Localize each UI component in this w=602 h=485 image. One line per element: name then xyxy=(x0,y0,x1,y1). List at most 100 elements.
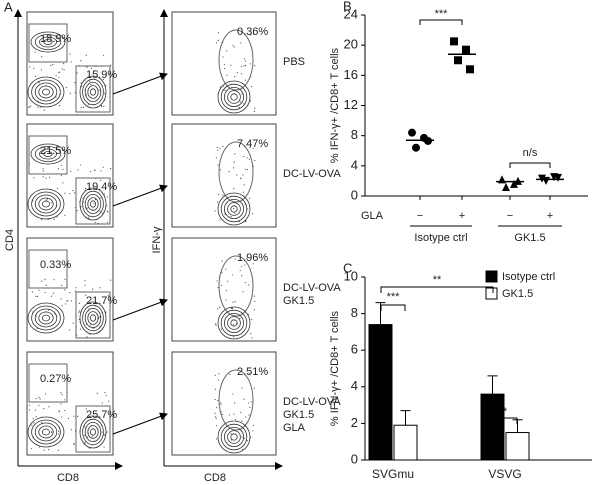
event-dot xyxy=(79,328,82,330)
contour xyxy=(220,83,248,111)
event-dot xyxy=(229,373,231,375)
event-dot xyxy=(227,280,229,282)
event-dot xyxy=(252,424,255,426)
event-dot xyxy=(70,429,72,431)
y-tick-label: 10 xyxy=(344,268,358,283)
event-dot xyxy=(234,258,236,260)
axis-label: CD8 xyxy=(204,472,226,484)
event-dot xyxy=(61,304,63,307)
x-tick-label: + xyxy=(547,210,553,222)
event-dot xyxy=(215,157,217,159)
data-point xyxy=(454,56,462,65)
event-dot xyxy=(32,417,34,420)
contour xyxy=(34,194,58,214)
event-dot xyxy=(57,168,59,170)
event-dot xyxy=(254,65,256,67)
event-dot xyxy=(232,323,235,326)
event-dot xyxy=(104,92,106,94)
significance: n/s xyxy=(523,147,538,159)
event-dot xyxy=(70,61,72,63)
event-dot xyxy=(240,65,242,67)
event-dot xyxy=(50,202,52,204)
event-dot xyxy=(58,430,60,432)
event-dot xyxy=(233,208,235,210)
arrow xyxy=(112,298,168,321)
event-dot xyxy=(68,329,70,331)
event-dot xyxy=(240,265,243,267)
event-dot xyxy=(230,432,232,435)
gate xyxy=(28,23,68,63)
gate xyxy=(75,65,111,113)
event-dot xyxy=(88,104,90,106)
contour xyxy=(220,423,248,451)
event-dot xyxy=(58,76,60,79)
event-dot xyxy=(220,328,223,330)
event-dot xyxy=(104,392,106,394)
event-dot xyxy=(246,168,249,171)
contour xyxy=(27,76,65,108)
y-tick-label: 20 xyxy=(344,37,358,52)
event-dot xyxy=(247,402,249,404)
event-dot xyxy=(246,144,248,146)
event-dot xyxy=(242,291,244,293)
event-dot xyxy=(250,318,253,321)
contour xyxy=(223,87,244,108)
row-label: GLA xyxy=(361,210,384,222)
x-tick-label: + xyxy=(459,210,465,222)
event-dot xyxy=(55,74,57,77)
y-tick-label: 2 xyxy=(351,415,358,430)
event-dot xyxy=(62,168,64,171)
flow-plot-frame xyxy=(26,11,114,116)
event-dot xyxy=(42,176,44,178)
contour xyxy=(82,78,104,106)
contour xyxy=(87,425,99,439)
panel-letter: C xyxy=(343,260,352,275)
event-dot xyxy=(217,308,219,310)
event-dot xyxy=(253,309,255,311)
event-dot xyxy=(248,372,250,374)
event-dot xyxy=(220,411,222,413)
event-dot xyxy=(253,387,255,389)
event-dot xyxy=(239,269,241,272)
event-dot xyxy=(221,260,223,262)
event-dot xyxy=(244,264,246,266)
event-dot xyxy=(82,201,85,203)
event-dot xyxy=(223,63,225,65)
event-dot xyxy=(243,398,245,400)
contour xyxy=(42,88,51,96)
contour xyxy=(27,188,65,220)
contour xyxy=(217,80,251,114)
event-dot xyxy=(217,40,219,42)
bar xyxy=(480,393,505,461)
event-dot xyxy=(238,107,240,109)
legend-label: Isotype ctrl xyxy=(502,271,555,283)
event-dot xyxy=(42,168,44,170)
data-point xyxy=(450,37,458,46)
contour xyxy=(38,425,54,439)
event-dot xyxy=(106,431,108,433)
contour xyxy=(220,309,248,337)
event-dot xyxy=(252,212,254,215)
event-dot xyxy=(234,153,236,155)
contour xyxy=(34,34,62,50)
event-dot xyxy=(48,406,50,408)
contour xyxy=(84,193,102,214)
event-dot xyxy=(214,323,217,325)
axis-label: CD8 xyxy=(57,472,79,484)
event-dot xyxy=(69,53,71,55)
event-dot xyxy=(246,258,248,260)
event-dot xyxy=(215,42,218,44)
event-dot xyxy=(242,174,244,176)
event-dot xyxy=(214,416,217,418)
gate xyxy=(218,29,254,91)
contour xyxy=(223,312,244,333)
event-dot xyxy=(64,214,66,216)
gate xyxy=(28,363,68,403)
event-dot xyxy=(92,327,94,330)
event-dot xyxy=(252,147,254,150)
contour xyxy=(227,202,241,216)
contour xyxy=(27,416,65,448)
event-dot xyxy=(94,169,96,171)
contour xyxy=(217,306,251,340)
event-dot xyxy=(37,106,39,108)
